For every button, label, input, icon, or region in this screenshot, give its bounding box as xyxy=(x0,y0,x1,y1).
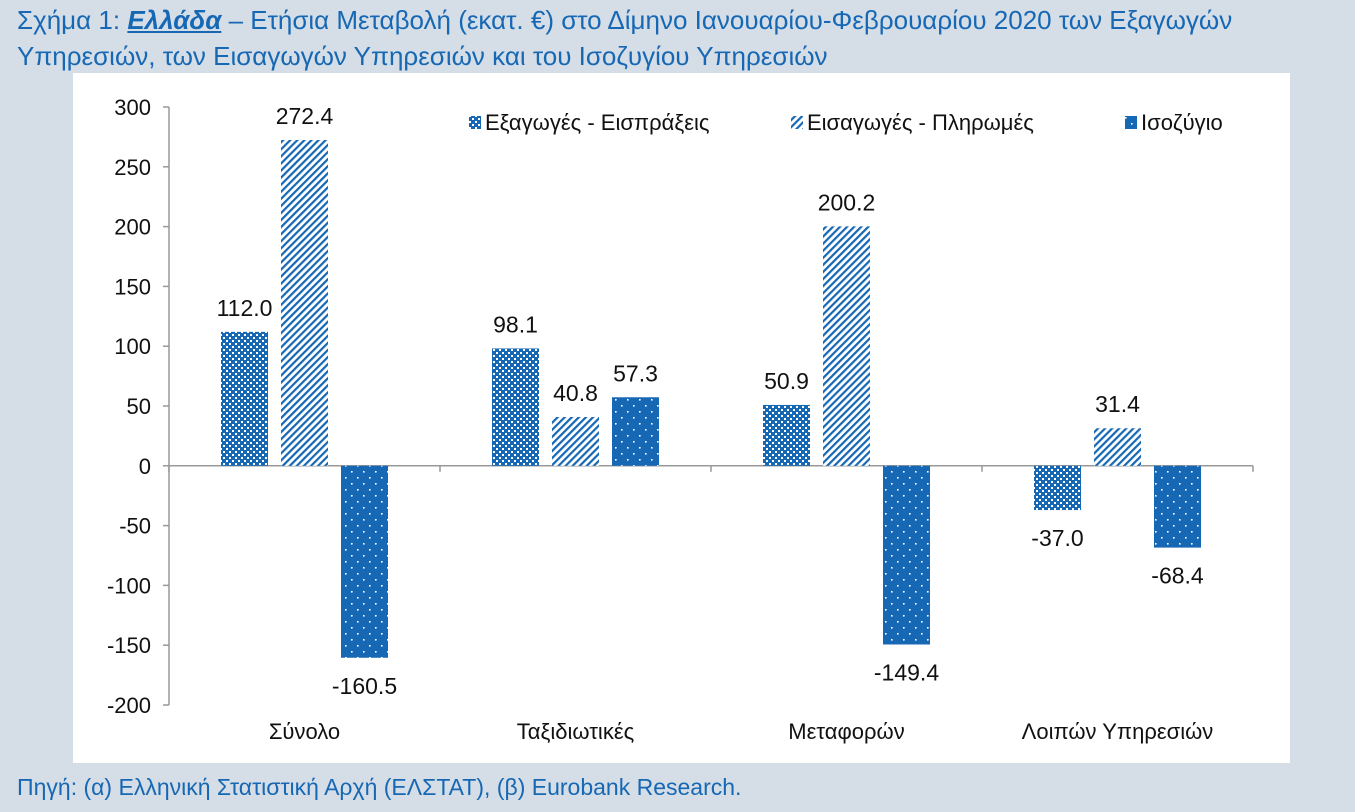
bar xyxy=(552,417,599,466)
category-label: Λοιπών Υπηρεσιών xyxy=(1022,719,1214,744)
y-tick-label: -150 xyxy=(107,633,151,658)
data-label: -160.5 xyxy=(332,673,397,699)
y-tick-label: 300 xyxy=(114,95,151,120)
data-label: 200.2 xyxy=(818,189,876,215)
y-tick-label: -50 xyxy=(119,514,151,539)
bar xyxy=(763,404,810,466)
category-label: Σύνολο xyxy=(269,719,340,744)
title-prefix: Σχήμα 1: xyxy=(17,5,128,35)
legend-label: Εξαγωγές - Εισπράξεις xyxy=(485,110,710,135)
legend-swatch xyxy=(1125,116,1137,129)
data-label: -149.4 xyxy=(874,659,939,685)
source-note: Πηγή: (α) Ελληνική Στατιστική Αρχή (ΕΛΣΤ… xyxy=(17,774,742,800)
y-tick-label: 200 xyxy=(114,215,151,240)
y-tick-label: -100 xyxy=(107,573,151,598)
bars xyxy=(221,140,1201,658)
chart-area: 300 250 200 150 100 50 0 -50 -100 -150 -200 Σύνολο Τ… xyxy=(73,73,1290,763)
y-tick-label: 250 xyxy=(114,155,151,180)
data-label: 272.4 xyxy=(276,103,334,129)
legend-label: Εισαγωγές - Πληρωμές xyxy=(807,110,1034,135)
bar xyxy=(341,465,388,658)
data-label: 98.1 xyxy=(493,311,538,337)
bar xyxy=(1094,428,1141,466)
legend-label: Ισοζύγιο xyxy=(1141,110,1223,135)
bar xyxy=(221,331,268,466)
y-tick-label: 0 xyxy=(139,454,151,479)
data-label: -37.0 xyxy=(1031,525,1083,551)
axes: 300 250 200 150 100 50 0 -50 -100 -150 -200 Σύνολο Τ… xyxy=(107,95,1254,744)
data-labels: 112.0 98.1 50.9 -37.0 272.4 40.8 200.2 31.4 -160… xyxy=(217,103,1204,699)
legend-swatch xyxy=(469,116,481,129)
legend-swatch xyxy=(791,116,803,129)
data-label: 50.9 xyxy=(764,368,809,394)
category-label: Ταξιδιωτικές xyxy=(517,719,634,744)
bar xyxy=(1154,465,1201,548)
data-label: 31.4 xyxy=(1095,391,1140,417)
data-label: -68.4 xyxy=(1151,563,1204,589)
data-label: 112.0 xyxy=(217,295,273,321)
bar-chart: 300 250 200 150 100 50 0 -50 -100 -150 -200 Σύνολο Τ… xyxy=(107,95,1254,744)
data-label: 57.3 xyxy=(613,360,658,386)
y-tick-label: 100 xyxy=(114,334,151,359)
y-tick-label: 150 xyxy=(114,274,151,299)
y-tick-label: 50 xyxy=(127,394,151,419)
chart-title: Σχήμα 1: Ελλάδα – Ετήσια Μεταβολή (εκατ.… xyxy=(17,2,1352,74)
title-country: Ελλάδα xyxy=(127,5,222,35)
bar xyxy=(1034,465,1081,511)
title-rest: – Ετήσια Μεταβολή (εκατ. €) στο Δίμηνο Ι… xyxy=(17,5,1233,71)
bar xyxy=(883,465,930,645)
category-label: Μεταφορών xyxy=(788,719,904,744)
data-label: 40.8 xyxy=(553,380,598,406)
bar xyxy=(823,226,870,466)
bar xyxy=(612,397,659,466)
y-tick-label: -200 xyxy=(107,693,151,718)
legend: Εξαγωγές - Εισπράξεις Εισαγωγές - Πληρωμέ… xyxy=(469,110,1223,135)
bar xyxy=(492,348,539,466)
bar xyxy=(281,140,328,466)
